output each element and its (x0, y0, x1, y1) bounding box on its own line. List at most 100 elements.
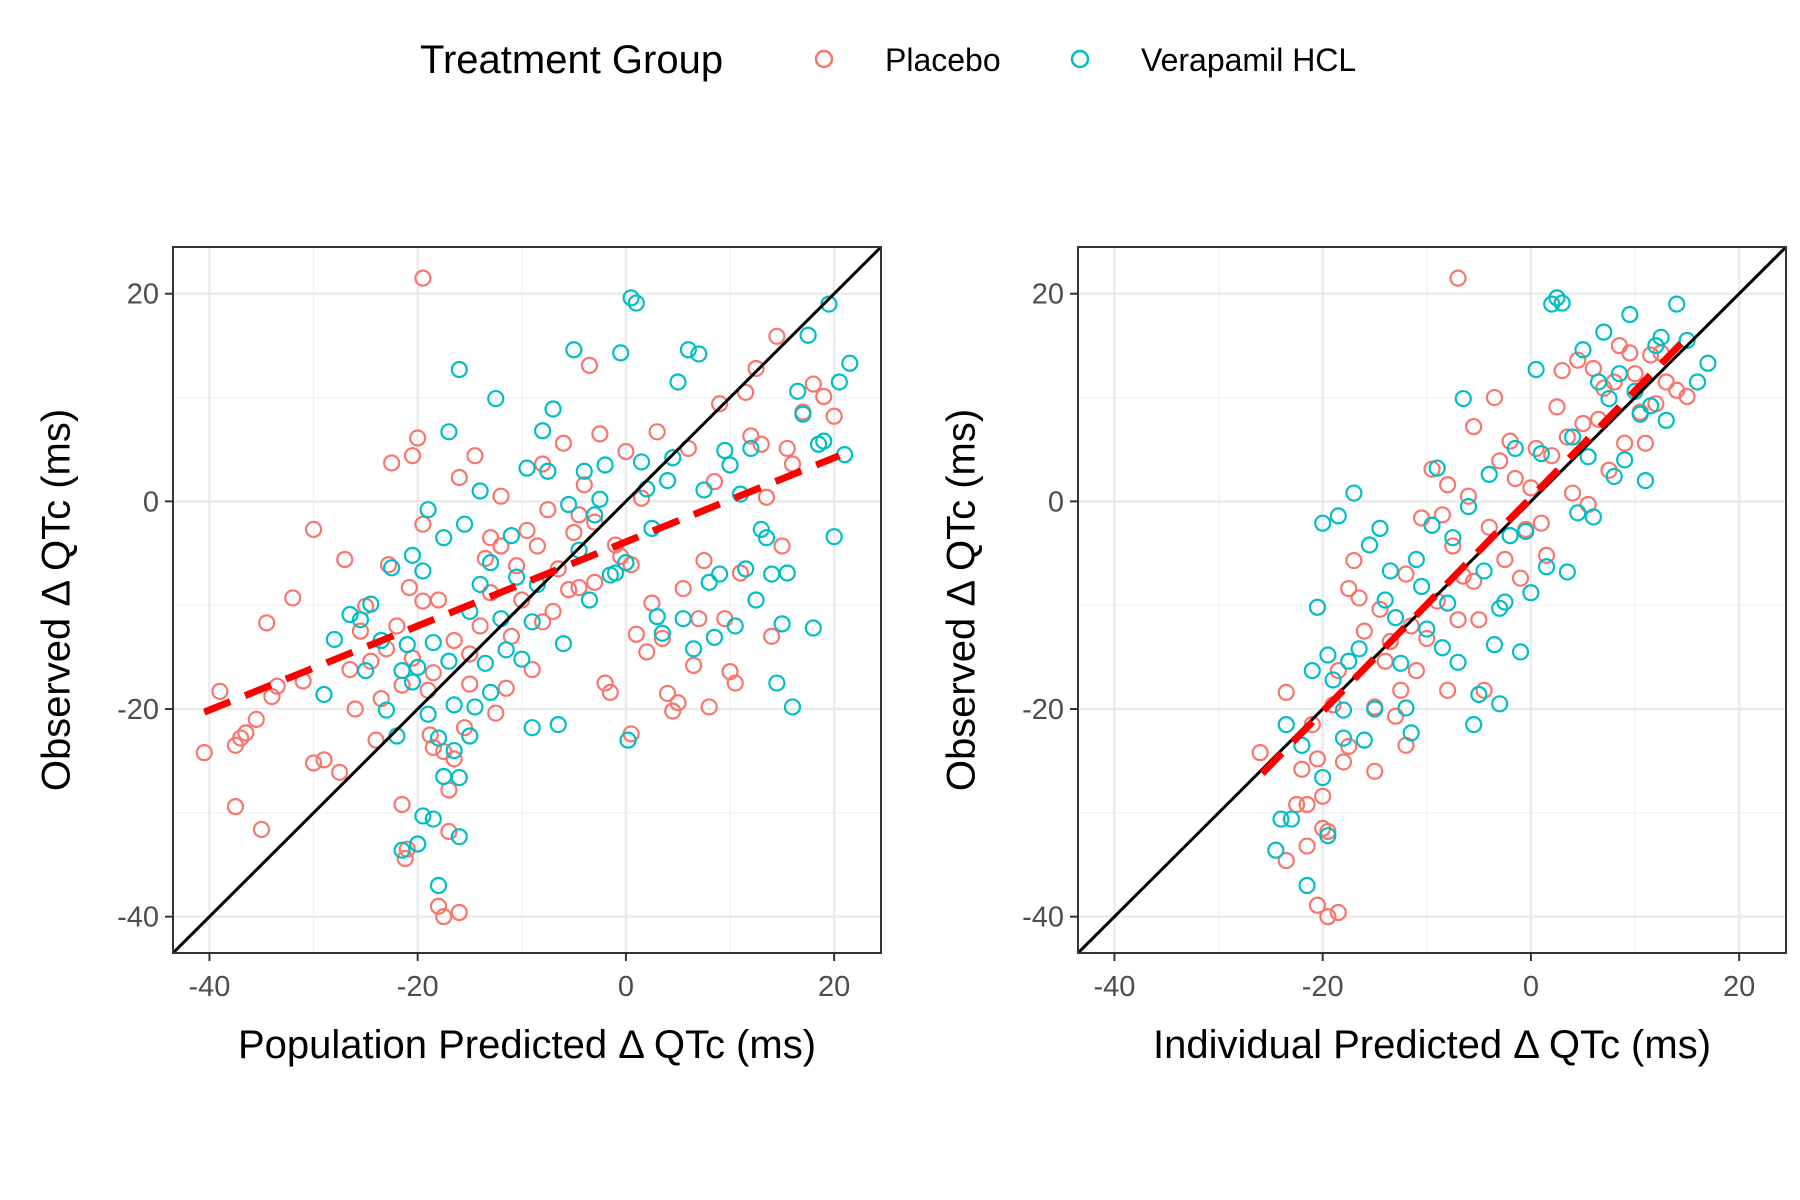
data-point (304, 754, 323, 772)
data-point (580, 356, 599, 374)
data-point (768, 674, 786, 692)
data-point (601, 683, 619, 702)
data-point (393, 841, 411, 859)
data-point (471, 482, 489, 500)
data-point (778, 439, 796, 458)
series-placebo (195, 269, 843, 926)
data-point (627, 625, 645, 643)
data-point (1454, 389, 1472, 408)
x-axis-title: Population Predicted Δ QTc (ms) (238, 1023, 816, 1067)
data-point (700, 698, 718, 716)
data-point (1688, 373, 1707, 391)
data-point (1433, 506, 1452, 524)
data-point (638, 643, 656, 661)
data-point (1548, 398, 1566, 416)
individual-panel: -40 -20 0 20 -40 -20 0 20 Individual Predicted Δ… (940, 246, 1787, 1067)
data-point (523, 613, 541, 631)
data-point (476, 654, 494, 672)
data-point (1293, 760, 1311, 778)
data-point (539, 501, 557, 519)
data-point (1428, 459, 1446, 477)
data-point (1272, 810, 1290, 828)
data-point (726, 674, 744, 692)
data-point (1298, 795, 1316, 814)
data-point (575, 462, 593, 480)
data-point (617, 554, 635, 572)
data-point (612, 344, 630, 362)
data-point (1345, 551, 1363, 570)
data-point (1678, 387, 1696, 406)
data-point (481, 554, 500, 572)
data-point (1485, 636, 1504, 654)
y-tick-label: 20 (1032, 279, 1064, 311)
data-point (664, 702, 682, 720)
data-point (513, 591, 531, 609)
data-point (1439, 476, 1457, 494)
data-point (1636, 472, 1655, 490)
data-point (1251, 744, 1269, 762)
data-point (1496, 593, 1514, 611)
data-point (1386, 609, 1405, 627)
legend-key-verapamil (1070, 49, 1090, 69)
data-point (429, 729, 448, 747)
x-tick-label: 20 (818, 971, 850, 1003)
data-point (1485, 388, 1504, 407)
y-tick-label: -20 (117, 694, 159, 726)
data-point (362, 652, 380, 670)
data-point (1678, 331, 1696, 350)
data-point (1267, 841, 1285, 859)
data-point (507, 568, 526, 586)
data-point (330, 763, 349, 781)
data-point (1381, 562, 1399, 580)
data-point (507, 557, 526, 575)
data-point (1360, 536, 1379, 554)
data-point (711, 395, 729, 413)
data-point (617, 442, 635, 461)
data-point (487, 704, 505, 722)
data-point (450, 468, 468, 487)
data-point (400, 578, 418, 597)
legend-label-verapamil: Verapamil HCL (1141, 42, 1356, 78)
data-point (1319, 646, 1337, 664)
data-point (1569, 504, 1587, 522)
data-point (560, 495, 578, 514)
data-point (497, 641, 515, 659)
data-point (1298, 837, 1316, 855)
data-point (367, 731, 385, 749)
data-point (674, 610, 692, 628)
data-point (684, 640, 703, 658)
legend-key-placebo (814, 49, 834, 69)
data-point (1595, 323, 1613, 341)
data-point (1350, 640, 1368, 658)
data-point (742, 439, 760, 458)
data-point (1574, 341, 1592, 359)
data-point (653, 629, 671, 648)
data-point (1303, 715, 1321, 734)
panel-border (172, 246, 882, 954)
data-point (383, 454, 401, 472)
data-point (1470, 611, 1488, 629)
data-point (1652, 328, 1670, 346)
panel-border (1077, 246, 1787, 954)
data-point (1527, 360, 1545, 379)
data-point (195, 744, 213, 762)
data-point (705, 473, 724, 491)
data-point (1465, 418, 1483, 436)
data-point (1537, 558, 1556, 576)
data-point (773, 615, 791, 633)
data-point (1480, 518, 1498, 536)
data-point (1314, 768, 1332, 787)
data-point (679, 341, 697, 359)
data-point (560, 581, 578, 599)
data-point (1355, 622, 1373, 640)
data-point (450, 768, 468, 787)
data-point (393, 795, 411, 814)
data-point (1470, 685, 1488, 704)
data-point (690, 345, 708, 363)
data-point (445, 750, 463, 768)
data-point (570, 578, 588, 597)
identity-line (173, 247, 881, 953)
data-point (1439, 594, 1457, 612)
trend-line (202, 452, 841, 716)
data-point (747, 359, 765, 378)
